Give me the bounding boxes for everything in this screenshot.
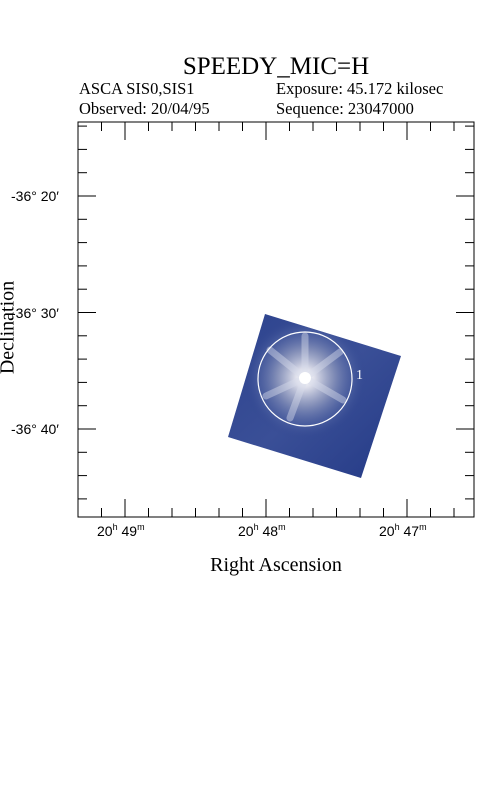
plot-title: SPEEDY_MIC=H — [182, 53, 370, 80]
source-emission — [243, 316, 367, 440]
y-tick-label: -36° 20′ — [11, 188, 59, 204]
plot-frame — [77, 121, 475, 518]
y-tick-label: -36° 30′ — [11, 305, 59, 321]
y-axis-label: Declination — [0, 280, 19, 375]
instrument-text: ASCA SIS0,SIS1 — [79, 79, 195, 98]
x-tick-label: 20h 49m — [97, 522, 145, 539]
source-label: 1 — [356, 368, 363, 383]
x-tick-label: 20h 48m — [238, 522, 286, 539]
observed-text: Observed: 20/04/95 — [79, 99, 210, 118]
x-axis-label: Right Ascension — [210, 554, 342, 576]
exposure-text: Exposure: 45.172 kilosec — [276, 79, 444, 98]
y-tick-label: -36° 40′ — [11, 421, 59, 437]
source-region-circle — [257, 331, 353, 427]
sequence-text: Sequence: 23047000 — [276, 99, 414, 118]
x-tick-label: 20h 47m — [379, 522, 427, 539]
